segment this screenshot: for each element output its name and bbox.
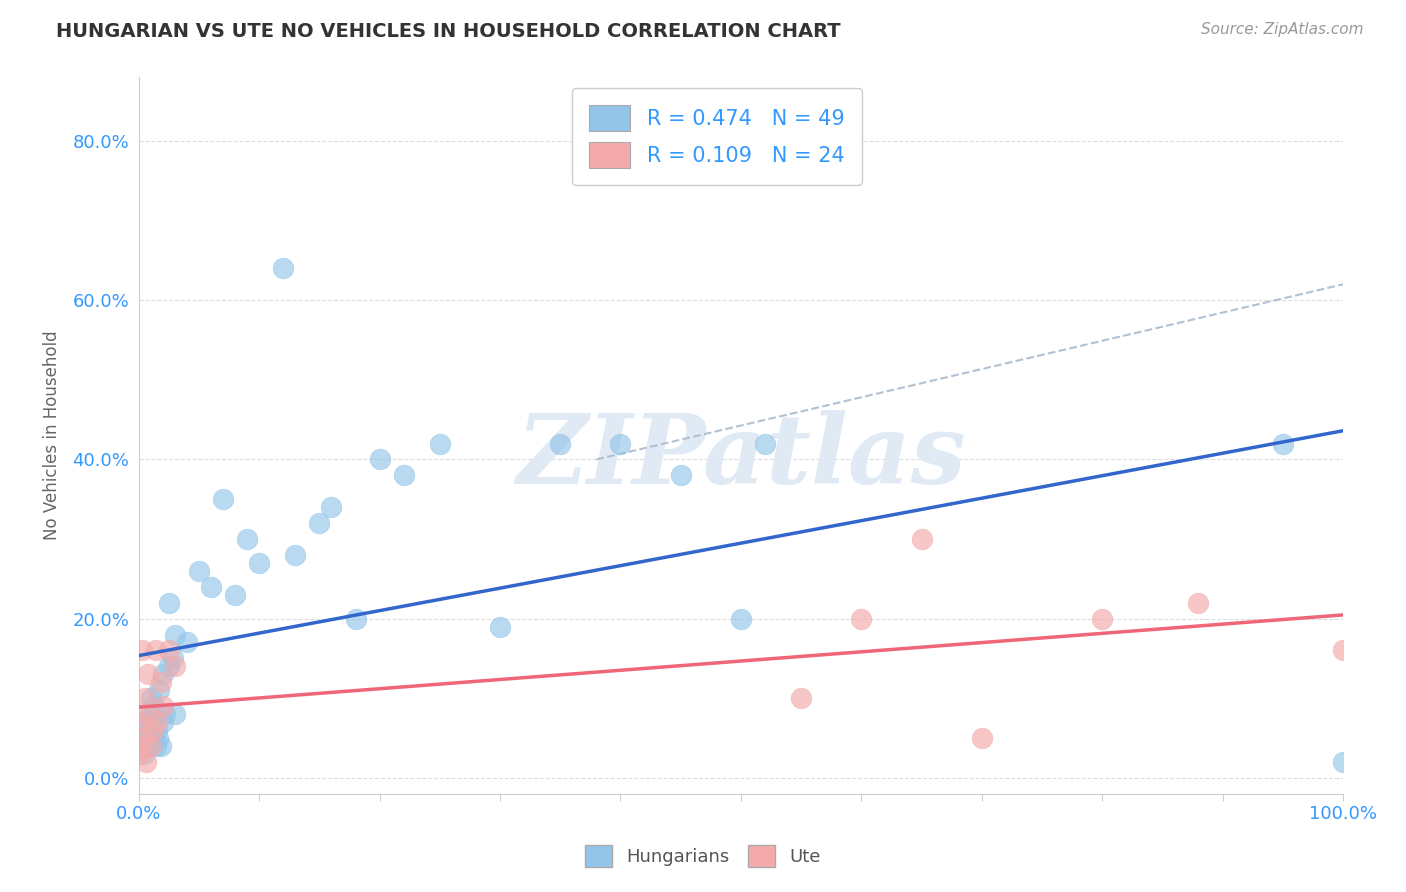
Point [145,643,167,657]
Point [135,755,157,769]
Point [669,468,692,483]
Point [1331,755,1354,769]
Point [273,261,295,276]
Point [910,532,932,546]
Point [136,731,159,745]
Point [138,739,160,753]
Point [149,739,172,753]
Point [152,699,174,714]
Point [145,739,167,753]
Point [149,675,172,690]
Point [368,452,391,467]
Point [163,627,186,641]
Point [212,492,235,507]
Point [224,588,246,602]
Point [609,436,631,450]
Point [129,739,152,753]
Point [548,436,571,450]
Point [128,731,150,745]
Point [1187,596,1209,610]
Point [163,707,186,722]
Point [139,691,162,706]
Point [200,580,222,594]
Legend: Hungarians, Ute: Hungarians, Ute [578,838,828,874]
Text: ZIPatlas: ZIPatlas [516,410,966,504]
Text: HUNGARIAN VS UTE NO VEHICLES IN HOUSEHOLD CORRELATION CHART: HUNGARIAN VS UTE NO VEHICLES IN HOUSEHOL… [56,22,841,41]
Point [754,436,776,450]
Point [162,651,184,665]
Point [157,643,180,657]
Point [136,707,159,722]
Point [308,516,330,530]
Point [142,723,165,737]
Point [134,739,156,753]
Point [163,659,186,673]
Point [284,548,307,562]
Point [157,659,180,673]
Point [344,611,367,625]
Point [146,707,169,722]
Point [155,707,177,722]
Point [851,611,873,625]
Point [138,707,160,722]
Point [142,731,165,745]
Legend: R = 0.474   N = 49, R = 0.109   N = 24: R = 0.474 N = 49, R = 0.109 N = 24 [572,87,862,186]
Point [489,619,512,633]
Point [143,699,166,714]
Point [321,500,343,515]
Point [146,731,169,745]
Point [134,691,156,706]
Point [236,532,259,546]
Point [152,667,174,681]
Point [146,714,169,729]
Point [1331,643,1354,657]
Text: Source: ZipAtlas.com: Source: ZipAtlas.com [1201,22,1364,37]
Point [429,436,451,450]
Point [247,556,270,570]
Point [1271,436,1294,450]
Point [139,739,162,753]
Point [139,714,162,729]
Point [132,731,155,745]
Y-axis label: No Vehicles in Household: No Vehicles in Household [44,331,60,541]
Point [188,564,211,578]
Point [131,723,153,737]
Point [176,635,198,649]
Point [148,683,170,698]
Point [970,731,993,745]
Point [392,468,415,483]
Point [157,596,180,610]
Point [135,714,157,729]
Point [138,667,160,681]
Point [790,691,813,706]
Point [128,714,150,729]
Point [128,747,150,761]
Point [146,723,169,737]
Point [132,747,155,761]
Point [131,643,153,657]
Point [152,714,174,729]
Point [1091,611,1114,625]
Point [730,611,752,625]
